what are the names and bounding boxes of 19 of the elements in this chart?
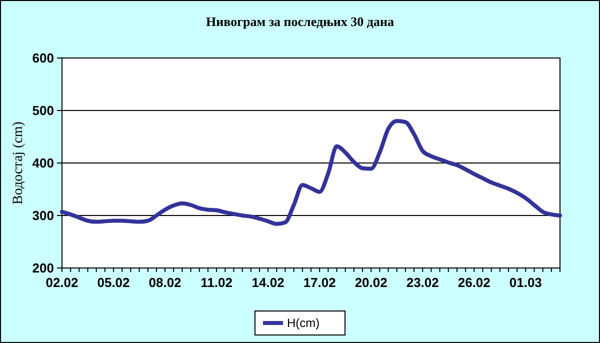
chart-title: Нивограм за последњих 30 дана (206, 14, 394, 29)
y-tick-label: 300 (32, 208, 54, 224)
x-tick-label: 11.02 (200, 275, 232, 290)
x-tick-label: 17.02 (303, 275, 336, 290)
x-tick-label: 02.02 (46, 275, 78, 290)
x-tick-label: 14.02 (252, 275, 284, 290)
y-tick-label: 200 (32, 260, 54, 276)
line-series (60, 119, 562, 226)
x-tick-label: 26.02 (458, 275, 490, 290)
x-tick-label: 23.02 (406, 275, 439, 290)
x-tick-label: 05.02 (97, 275, 130, 290)
y-tick-label: 600 (32, 50, 54, 66)
x-tick-label: 01.03 (509, 275, 542, 290)
y-tick-label: 400 (32, 156, 54, 171)
legend-label: H(cm) (287, 316, 320, 330)
x-tick-label: 20.02 (354, 275, 388, 290)
y-axis-title: Водостај (cm) (11, 121, 26, 204)
x-tick-label: 08.02 (148, 275, 182, 290)
y-tick-label: 500 (32, 103, 54, 118)
